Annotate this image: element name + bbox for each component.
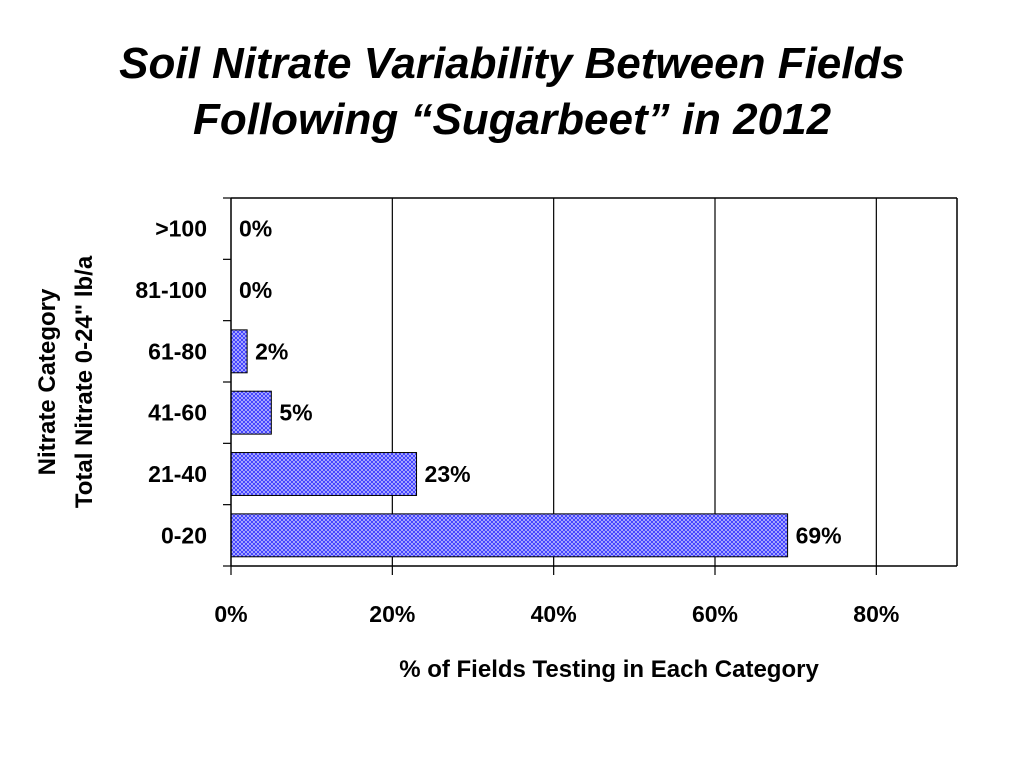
bar — [230, 513, 789, 558]
x-tick-label: 60% — [692, 601, 738, 627]
data-label: 23% — [425, 461, 471, 487]
y-tick-label: 61-80 — [148, 338, 207, 364]
axes — [223, 197, 957, 575]
data-label: 0% — [239, 277, 272, 303]
y-tick-label: 0-20 — [161, 522, 207, 548]
data-label: 69% — [796, 522, 842, 548]
y-axis-title-line-2: Total Nitrate 0-24" lb/a — [71, 255, 98, 508]
data-label: 2% — [255, 338, 288, 364]
chart-title: Soil Nitrate Variability Between Fields … — [0, 36, 1024, 148]
bar — [230, 329, 248, 374]
labels: 69% 0-20 23% 21-40 5% 41-60 2% 61-80 0% 81-100 0% >… — [34, 216, 899, 683]
x-tick-label: 80% — [853, 601, 899, 627]
chart-title-line-1: Soil Nitrate Variability Between Fields — [119, 39, 905, 88]
y-tick-label: >100 — [155, 216, 207, 242]
y-tick-label: 21-40 — [148, 461, 207, 487]
bar — [230, 452, 418, 496]
gridlines — [231, 197, 958, 566]
x-tick-label: 20% — [369, 601, 415, 627]
chart-title-line-2: Following “Sugarbeet” in 2012 — [192, 95, 832, 144]
data-label: 0% — [239, 216, 272, 242]
bar — [230, 390, 272, 435]
x-tick-label: 40% — [531, 601, 577, 627]
bars — [230, 329, 789, 558]
y-tick-label: 41-60 — [148, 400, 207, 426]
x-tick-label: 0% — [214, 601, 247, 627]
y-tick-label: 81-100 — [135, 277, 207, 303]
x-axis-title: % of Fields Testing in Each Category — [399, 656, 819, 683]
y-axis-title-line-1: Nitrate Category — [34, 288, 61, 475]
data-label: 5% — [279, 400, 312, 426]
